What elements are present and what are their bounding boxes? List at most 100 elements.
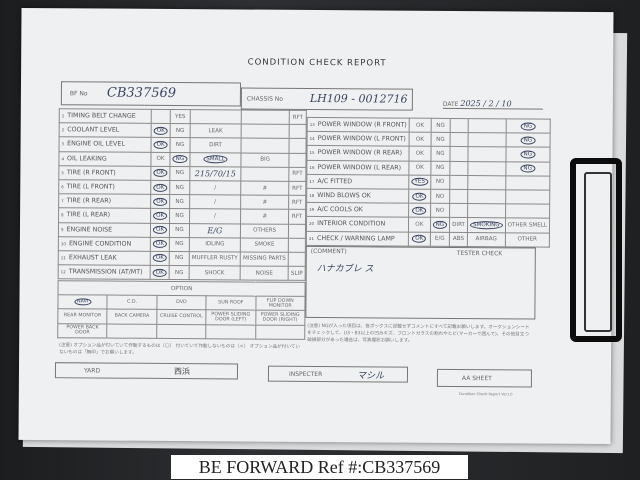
row-number: 20: [308, 221, 315, 227]
row-number: 7: [61, 198, 64, 204]
row-label: A/C COOLS OK: [317, 206, 363, 214]
check-cell: OK: [408, 189, 431, 204]
check-label: 11 EXHAUST LEAK: [58, 250, 151, 266]
check-cell: [241, 109, 290, 125]
option-value: CRUISE CONTROL: [160, 314, 203, 320]
check-cell: NG: [170, 152, 190, 167]
check-cell: [467, 146, 506, 162]
cell-value: OK: [415, 164, 424, 171]
cell-value: YES: [411, 178, 428, 187]
row-label: ENGINE OIL LEVEL: [67, 140, 125, 149]
cell-value: #: [262, 185, 268, 192]
check-cell: OK: [408, 217, 431, 232]
row-label: POWER WINDOW (L FRONT): [317, 135, 406, 143]
option-cell: DVD: [156, 295, 207, 311]
cell-value: OK: [415, 150, 424, 157]
cell-value: NG: [175, 184, 185, 191]
check-label: 18 WIND BLOWS OK: [306, 188, 409, 204]
check-cell: SMALL: [189, 152, 242, 167]
cell-value: NG: [436, 150, 445, 157]
check-cell: OTHERS: [240, 223, 289, 238]
cell-value: OK: [153, 211, 168, 220]
bf-number-box: BF No CB337569: [60, 81, 242, 107]
row-label: POWER WINDOW (L REAR): [317, 163, 402, 172]
check-cell: OK: [408, 203, 431, 218]
option-value: POWER BACK DOOR: [66, 325, 99, 336]
check-cell: RFT: [288, 167, 306, 182]
check-label: 2 COOLANT LEVEL: [59, 122, 152, 138]
cell-value: NG: [436, 122, 445, 129]
watermark: BE FORWARD Ref #:CB337569: [171, 455, 468, 479]
cell-value: OK: [415, 136, 424, 143]
check-cell: NO: [430, 189, 450, 204]
cell-value: OK: [153, 169, 168, 178]
check-cell: [241, 138, 290, 153]
check-cell: RFT: [289, 110, 307, 125]
cell-value: DIRT: [452, 221, 466, 228]
cell-value: NG: [175, 170, 185, 177]
check-cell: [467, 203, 506, 219]
version-label: Condition Check Report Ver1.0: [458, 392, 513, 397]
row-label: EXHAUST LEAK: [68, 254, 117, 262]
cell-value: OK: [156, 156, 165, 163]
check-cell: [467, 189, 506, 204]
check-cell: [450, 146, 469, 162]
cell-value: IDLING: [205, 241, 225, 248]
check-label: 10 ENGINE CONDITION: [58, 236, 151, 252]
cell-value: SMALL: [203, 155, 228, 164]
check-cell: OK: [408, 231, 431, 246]
row-number: 13: [309, 122, 315, 128]
yard-value: 西浜: [173, 367, 191, 377]
option-cell: POWER BACK DOOR: [57, 323, 108, 338]
option-cell: FLIP DOWN MONITOR: [255, 296, 306, 311]
bf-label: BF No: [69, 90, 88, 98]
option-value: REAR MONITOR: [63, 313, 102, 319]
cell-value: NG: [436, 136, 445, 143]
cell-value: OK: [152, 254, 167, 263]
row-label: OIL LEAKING: [66, 154, 107, 163]
check-cell: [289, 138, 307, 153]
check-cell: #: [240, 180, 289, 196]
cell-value: MISSING PARTS: [242, 255, 286, 263]
check-cell: NG: [169, 194, 190, 209]
check-cell: [505, 175, 550, 191]
option-cell: [255, 324, 305, 340]
cell-value: SHOCK: [204, 269, 225, 277]
check-label: 16 POWER WINDOW (L REAR): [306, 159, 410, 175]
check-cell: SMOKE: [240, 237, 289, 253]
check-cell: 215/70/15: [189, 166, 242, 181]
option-value: POWER SLIDING DOOR (RIGHT): [260, 312, 300, 323]
check-cell: [467, 161, 506, 176]
cell-value: OK: [153, 183, 168, 192]
option-value: C.D.: [126, 299, 138, 306]
option-value: NAVI: [74, 298, 92, 306]
check-cell: MUFFLER RUSTY: [189, 251, 241, 267]
check-cell: MISSING PARTS: [240, 251, 289, 267]
check-cell: [288, 223, 306, 239]
row-label: ENGINE NOISE: [66, 225, 113, 234]
row-label: TIMING BELT CHANGE: [67, 112, 136, 120]
cell-value: NG: [175, 212, 184, 219]
option-value: FLIP DOWN MONITOR: [266, 298, 294, 309]
row-number: 6: [61, 184, 64, 190]
cell-value: AIRBAG: [475, 236, 497, 243]
date-value: 2025 / 2 / 10: [460, 99, 512, 109]
cell-value: DIRT: [209, 142, 222, 149]
check-cell: BIG: [241, 152, 290, 168]
row-number: 11: [60, 255, 66, 261]
cell-value: OK: [412, 192, 427, 201]
cell-value: /: [214, 213, 216, 220]
check-cell: ABS: [449, 231, 468, 247]
check-label: 6 TIRE (L FRONT): [58, 179, 151, 195]
row-number: 4: [61, 155, 65, 161]
option-cell: POWER SLIDING DOOR (LEFT): [205, 310, 256, 325]
row-label: POWER WINDOW (R REAR): [317, 149, 403, 158]
cell-value: NG: [174, 269, 184, 276]
comment-box: (COMMENT) TESTER CHECK ハナカブレ ス: [305, 245, 536, 320]
inspecter-label: INSPECTER: [288, 370, 323, 379]
cell-value: NG: [175, 227, 184, 234]
option-value: POWER SLIDING DOOR (LEFT): [211, 312, 251, 323]
row-number: 10: [60, 241, 66, 247]
check-cell: E/G: [189, 223, 241, 238]
check-cell: RFT: [288, 181, 306, 196]
